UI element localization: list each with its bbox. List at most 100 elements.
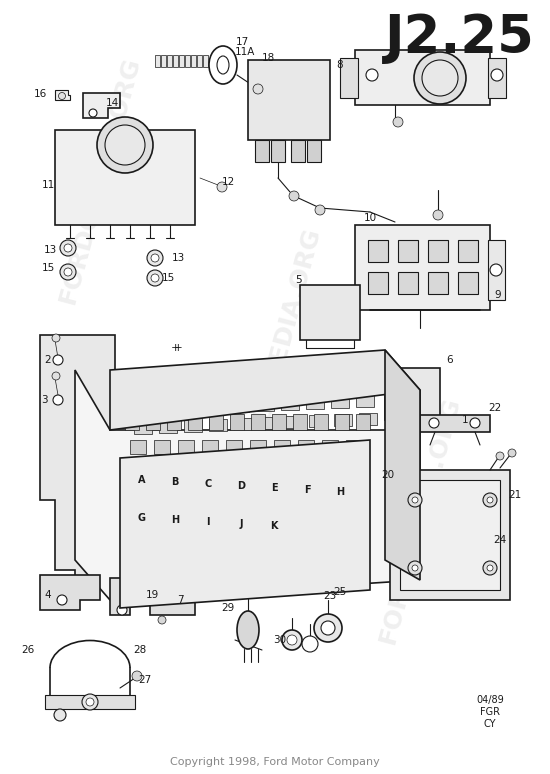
- Bar: [202, 440, 218, 454]
- Bar: [272, 414, 286, 430]
- Text: 12: 12: [221, 177, 235, 187]
- Bar: [250, 440, 266, 454]
- Polygon shape: [110, 578, 155, 615]
- Circle shape: [64, 244, 72, 252]
- Text: 25: 25: [333, 587, 346, 597]
- Text: 10: 10: [364, 213, 377, 223]
- Text: H: H: [171, 515, 179, 525]
- Circle shape: [414, 52, 466, 104]
- Text: 3: 3: [41, 395, 47, 405]
- Circle shape: [147, 250, 163, 266]
- Bar: [353, 377, 371, 389]
- Bar: [306, 397, 324, 409]
- Circle shape: [53, 355, 63, 365]
- Text: 5: 5: [295, 275, 301, 285]
- Bar: [428, 272, 448, 294]
- Bar: [178, 384, 196, 396]
- Bar: [225, 364, 243, 376]
- Text: 11: 11: [41, 180, 54, 190]
- Circle shape: [483, 561, 497, 575]
- Circle shape: [412, 565, 418, 571]
- Polygon shape: [385, 368, 440, 420]
- Bar: [197, 55, 202, 67]
- Text: 22: 22: [488, 403, 502, 413]
- Bar: [175, 366, 193, 378]
- Circle shape: [64, 268, 72, 276]
- Circle shape: [58, 93, 65, 100]
- Bar: [458, 272, 478, 294]
- Bar: [328, 378, 346, 390]
- Text: J: J: [239, 519, 243, 529]
- Text: +: +: [170, 343, 180, 353]
- Circle shape: [287, 635, 297, 645]
- Bar: [256, 399, 274, 411]
- Circle shape: [412, 497, 418, 503]
- Bar: [300, 361, 318, 373]
- Text: 29: 29: [221, 603, 235, 613]
- Bar: [356, 414, 370, 430]
- Text: J2.25: J2.25: [385, 12, 535, 64]
- Circle shape: [408, 561, 422, 575]
- Circle shape: [470, 418, 480, 428]
- Circle shape: [429, 418, 439, 428]
- Text: 16: 16: [34, 89, 47, 99]
- Bar: [356, 395, 374, 407]
- Bar: [428, 240, 448, 262]
- Circle shape: [158, 616, 166, 624]
- Text: 8: 8: [337, 60, 343, 70]
- Circle shape: [89, 109, 97, 117]
- Circle shape: [366, 69, 378, 81]
- Circle shape: [253, 84, 263, 94]
- Circle shape: [151, 274, 159, 282]
- Bar: [188, 414, 202, 430]
- Bar: [206, 401, 224, 413]
- Bar: [284, 416, 302, 428]
- Bar: [125, 414, 139, 430]
- Polygon shape: [83, 93, 120, 118]
- Circle shape: [57, 595, 67, 605]
- Text: G: G: [138, 513, 146, 523]
- Bar: [275, 362, 293, 374]
- Circle shape: [408, 493, 422, 507]
- Bar: [298, 440, 314, 454]
- Bar: [200, 365, 218, 377]
- Circle shape: [86, 698, 94, 706]
- Bar: [293, 414, 307, 430]
- Text: 9: 9: [494, 290, 501, 300]
- Polygon shape: [488, 58, 506, 98]
- Bar: [226, 440, 242, 454]
- Circle shape: [60, 240, 76, 256]
- Circle shape: [151, 254, 159, 262]
- Circle shape: [302, 636, 318, 652]
- Bar: [350, 359, 368, 371]
- Circle shape: [491, 69, 503, 81]
- Circle shape: [314, 614, 342, 642]
- Bar: [167, 55, 172, 67]
- Polygon shape: [255, 140, 269, 162]
- Ellipse shape: [237, 611, 259, 649]
- Circle shape: [483, 493, 497, 507]
- Text: 23: 23: [323, 591, 337, 601]
- Bar: [159, 421, 177, 433]
- Bar: [314, 414, 328, 430]
- Text: FORDOPEDIA.ORG: FORDOPEDIA.ORG: [235, 224, 324, 476]
- Circle shape: [52, 334, 60, 342]
- Text: C: C: [205, 479, 212, 489]
- Bar: [368, 272, 388, 294]
- Bar: [150, 367, 168, 379]
- Bar: [368, 240, 388, 262]
- Polygon shape: [355, 225, 490, 310]
- Bar: [274, 440, 290, 454]
- Circle shape: [393, 117, 403, 127]
- Text: 24: 24: [493, 535, 507, 545]
- Text: 14: 14: [106, 98, 119, 108]
- Bar: [228, 382, 246, 394]
- Text: F: F: [304, 485, 310, 495]
- Circle shape: [53, 395, 63, 405]
- Bar: [154, 440, 170, 454]
- Circle shape: [117, 605, 127, 615]
- Bar: [125, 368, 143, 380]
- Polygon shape: [291, 140, 305, 162]
- Bar: [184, 420, 202, 432]
- Text: 04/89: 04/89: [476, 695, 504, 705]
